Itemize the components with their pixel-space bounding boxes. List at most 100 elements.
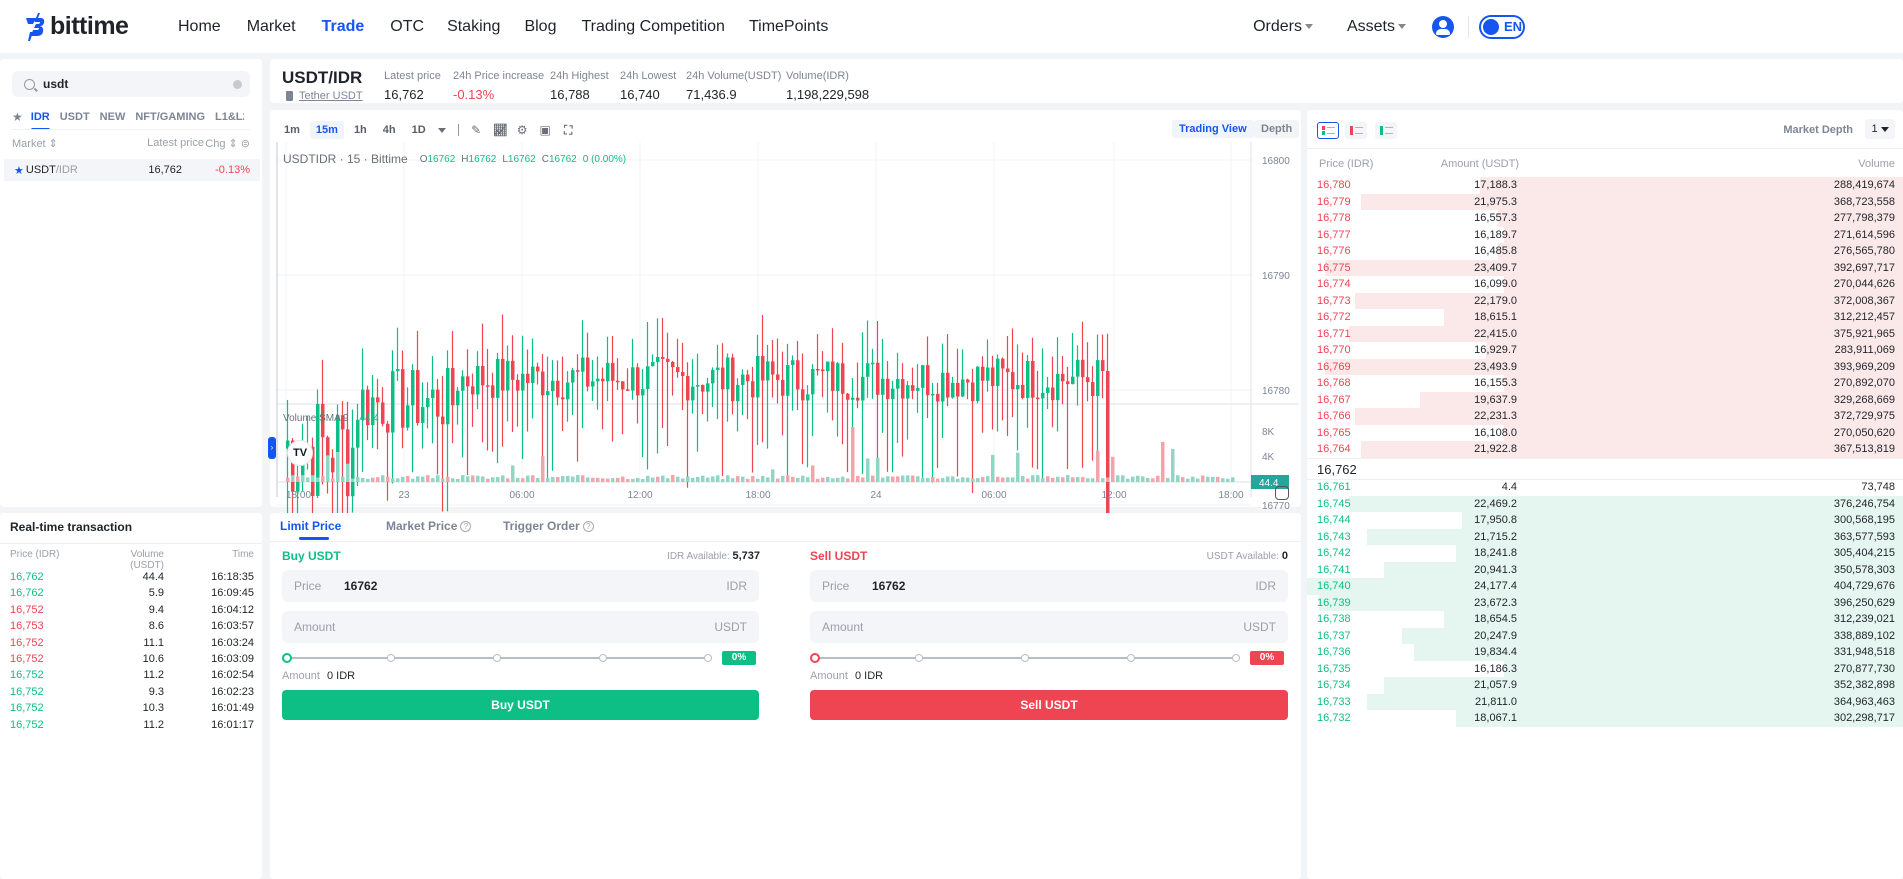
ask-row[interactable]: 16,780 17,188.3 288,419,674 xyxy=(1307,177,1903,194)
chart-settings-icon[interactable] xyxy=(1275,486,1289,500)
bid-row[interactable]: 16,737 20,247.9 338,889,102 xyxy=(1307,627,1903,644)
ask-row[interactable]: 16,775 23,409.7 392,697,717 xyxy=(1307,259,1903,276)
slider-knob[interactable] xyxy=(282,653,292,663)
nav-otc[interactable]: OTC xyxy=(390,17,425,35)
timeframe-more-icon[interactable] xyxy=(437,127,446,133)
ask-row[interactable]: 16,772 18,615.1 312,212,457 xyxy=(1307,309,1903,326)
orderbook-view-both-icon[interactable] xyxy=(1317,122,1339,139)
ask-row[interactable]: 16,765 16,108.0 270,050,620 xyxy=(1307,424,1903,441)
slider-step-25[interactable] xyxy=(915,654,923,662)
help-icon[interactable]: ? xyxy=(582,520,594,532)
tab-depth[interactable]: Depth xyxy=(1254,120,1300,138)
drawing-pen-icon[interactable]: ✎ xyxy=(471,122,482,137)
nav-staking[interactable]: Staking xyxy=(447,17,501,35)
ask-row[interactable]: 16,776 16,485.8 276,565,780 xyxy=(1307,243,1903,260)
timeframe-4h[interactable]: 4h xyxy=(382,124,396,136)
bid-row[interactable]: 16,745 22,469.2 376,246,754 xyxy=(1307,495,1903,512)
nav-home[interactable]: Home xyxy=(178,17,221,35)
ask-row[interactable]: 16,769 23,493.9 393,969,209 xyxy=(1307,358,1903,375)
bid-row[interactable]: 16,744 17,950.8 300,568,195 xyxy=(1307,512,1903,529)
ask-row[interactable]: 16,766 22,231.3 372,729,975 xyxy=(1307,408,1903,425)
sell-price-input[interactable]: Price 16762 IDR xyxy=(810,570,1288,602)
timeframe-15m[interactable]: 15m xyxy=(309,121,344,139)
chart-canvas[interactable]: 1680016790167801677016760167501674016762… xyxy=(276,142,1299,857)
bid-row[interactable]: 16,740 24,177.4 404,729,676 xyxy=(1307,578,1903,595)
orderbook-view-bids-icon[interactable] xyxy=(1375,122,1397,139)
coin-info-link[interactable]: Tether USDT xyxy=(286,90,363,102)
ask-row[interactable]: 16,779 21,975.3 368,723,558 xyxy=(1307,193,1903,210)
header-chg[interactable]: Chg ⇕ ⊜ xyxy=(205,138,250,150)
market-search-input[interactable]: usdt xyxy=(12,71,250,97)
assets-dropdown[interactable]: Assets xyxy=(1347,18,1406,36)
ask-row[interactable]: 16,773 22,179.0 372,008,367 xyxy=(1307,292,1903,309)
nav-blog[interactable]: Blog xyxy=(524,17,557,35)
candlestick-chart[interactable]: 1680016790167801677016760167501674016762… xyxy=(268,142,1299,857)
tab-idr[interactable]: IDR xyxy=(30,105,50,129)
ask-row[interactable]: 16,777 16,189.7 271,614,596 xyxy=(1307,226,1903,243)
sell-usdt-button[interactable]: Sell USDT xyxy=(810,690,1288,720)
bid-row[interactable]: 16,732 18,067.1 302,298,717 xyxy=(1307,710,1903,727)
header-latest-price[interactable]: Latest price xyxy=(147,137,204,149)
sell-percentage-slider[interactable]: 0% xyxy=(810,651,1284,665)
expand-sidebar-handle[interactable]: › xyxy=(268,437,276,459)
nav-trading-competition[interactable]: Trading Competition xyxy=(581,17,725,35)
orders-dropdown[interactable]: Orders xyxy=(1253,18,1313,36)
save-icon[interactable]: ▣ xyxy=(539,122,551,137)
orderbook-view-asks-icon[interactable] xyxy=(1345,122,1367,139)
buy-usdt-button[interactable]: Buy USDT xyxy=(282,690,759,720)
slider-step-50[interactable] xyxy=(1021,654,1029,662)
bid-row[interactable]: 16,735 16,186.3 270,877,730 xyxy=(1307,660,1903,677)
bid-row[interactable]: 16,734 21,057.9 352,382,898 xyxy=(1307,677,1903,694)
tab-trading-view[interactable]: Trading View xyxy=(1172,120,1254,138)
tab-usdt[interactable]: USDT xyxy=(59,111,90,123)
slider-step-50[interactable] xyxy=(493,654,501,662)
tab-limit-price[interactable]: Limit Price xyxy=(280,519,341,533)
ask-row[interactable]: 16,768 16,155.3 270,892,070 xyxy=(1307,375,1903,392)
slider-step-25[interactable] xyxy=(387,654,395,662)
market-depth-select[interactable]: 1 xyxy=(1865,119,1895,139)
bid-row[interactable]: 16,741 20,941.3 350,578,303 xyxy=(1307,561,1903,578)
help-icon[interactable]: ? xyxy=(460,520,472,532)
tab-nft-gaming[interactable]: NFT/GAMING xyxy=(135,111,206,123)
slider-step-75[interactable] xyxy=(599,654,607,662)
ask-row[interactable]: 16,771 22,415.0 375,921,965 xyxy=(1307,325,1903,342)
sell-amount-input[interactable]: Amount USDT xyxy=(810,611,1288,643)
nav-market[interactable]: Market xyxy=(246,17,296,35)
timeframe-1h[interactable]: 1h xyxy=(353,124,367,136)
bid-row[interactable]: 16,733 21,811.0 364,963,463 xyxy=(1307,693,1903,710)
user-avatar-icon[interactable] xyxy=(1432,15,1454,38)
clear-icon[interactable] xyxy=(233,79,242,89)
market-row-usdt-idr[interactable]: ★ USDT /IDR 16,762 -0.13% xyxy=(4,159,260,181)
buy-percentage-slider[interactable]: 0% xyxy=(282,651,756,665)
bid-row[interactable]: 16,742 18,241.8 305,404,215 xyxy=(1307,545,1903,562)
fullscreen-icon[interactable]: ⛶ xyxy=(563,122,573,137)
bid-row[interactable]: 16,738 18,654.5 312,239,021 xyxy=(1307,611,1903,628)
nav-trade[interactable]: Trade xyxy=(321,17,365,35)
tab-market-price[interactable]: Market Price? xyxy=(386,519,472,533)
indicators-icon[interactable]: 📈︎ xyxy=(492,122,508,137)
slider-step-100[interactable] xyxy=(1232,654,1240,662)
bid-row[interactable]: 16,743 21,715.2 363,577,593 xyxy=(1307,528,1903,545)
bid-row[interactable]: 16,739 23,672.3 396,250,629 xyxy=(1307,594,1903,611)
ask-row[interactable]: 16,778 16,557.3 277,798,379 xyxy=(1307,210,1903,227)
ask-row[interactable]: 16,770 16,929.7 283,911,069 xyxy=(1307,342,1903,359)
settings-gear-icon[interactable]: ⚙ xyxy=(516,122,528,137)
favorite-star-icon[interactable]: ★ xyxy=(14,164,24,177)
ask-row[interactable]: 16,774 16,099.0 270,044,626 xyxy=(1307,276,1903,293)
nav-timepoints[interactable]: TimePoints xyxy=(748,17,829,35)
bittime-logo[interactable]: bittime xyxy=(24,12,164,42)
language-toggle[interactable]: EN xyxy=(1479,14,1525,39)
timeframe-1m[interactable]: 1m xyxy=(284,124,300,136)
tab-l1l2[interactable]: L1&L2 xyxy=(215,111,244,123)
timeframe-1d[interactable]: 1D xyxy=(411,124,426,136)
slider-knob[interactable] xyxy=(810,653,820,663)
ask-row[interactable]: 16,767 19,637.9 329,268,669 xyxy=(1307,391,1903,408)
tab-trigger-order[interactable]: Trigger Order? xyxy=(503,519,594,533)
favorites-star-icon[interactable]: ★ xyxy=(12,110,23,124)
ask-row[interactable]: 16,764 21,922.8 367,513,819 xyxy=(1307,441,1903,458)
slider-step-100[interactable] xyxy=(704,654,712,662)
tradingview-logo-icon[interactable]: TV xyxy=(287,440,313,466)
bid-row[interactable]: 16,736 19,834.4 331,948,518 xyxy=(1307,644,1903,661)
buy-amount-input[interactable]: Amount USDT xyxy=(282,611,759,643)
buy-price-input[interactable]: Price 16762 IDR xyxy=(282,570,759,602)
